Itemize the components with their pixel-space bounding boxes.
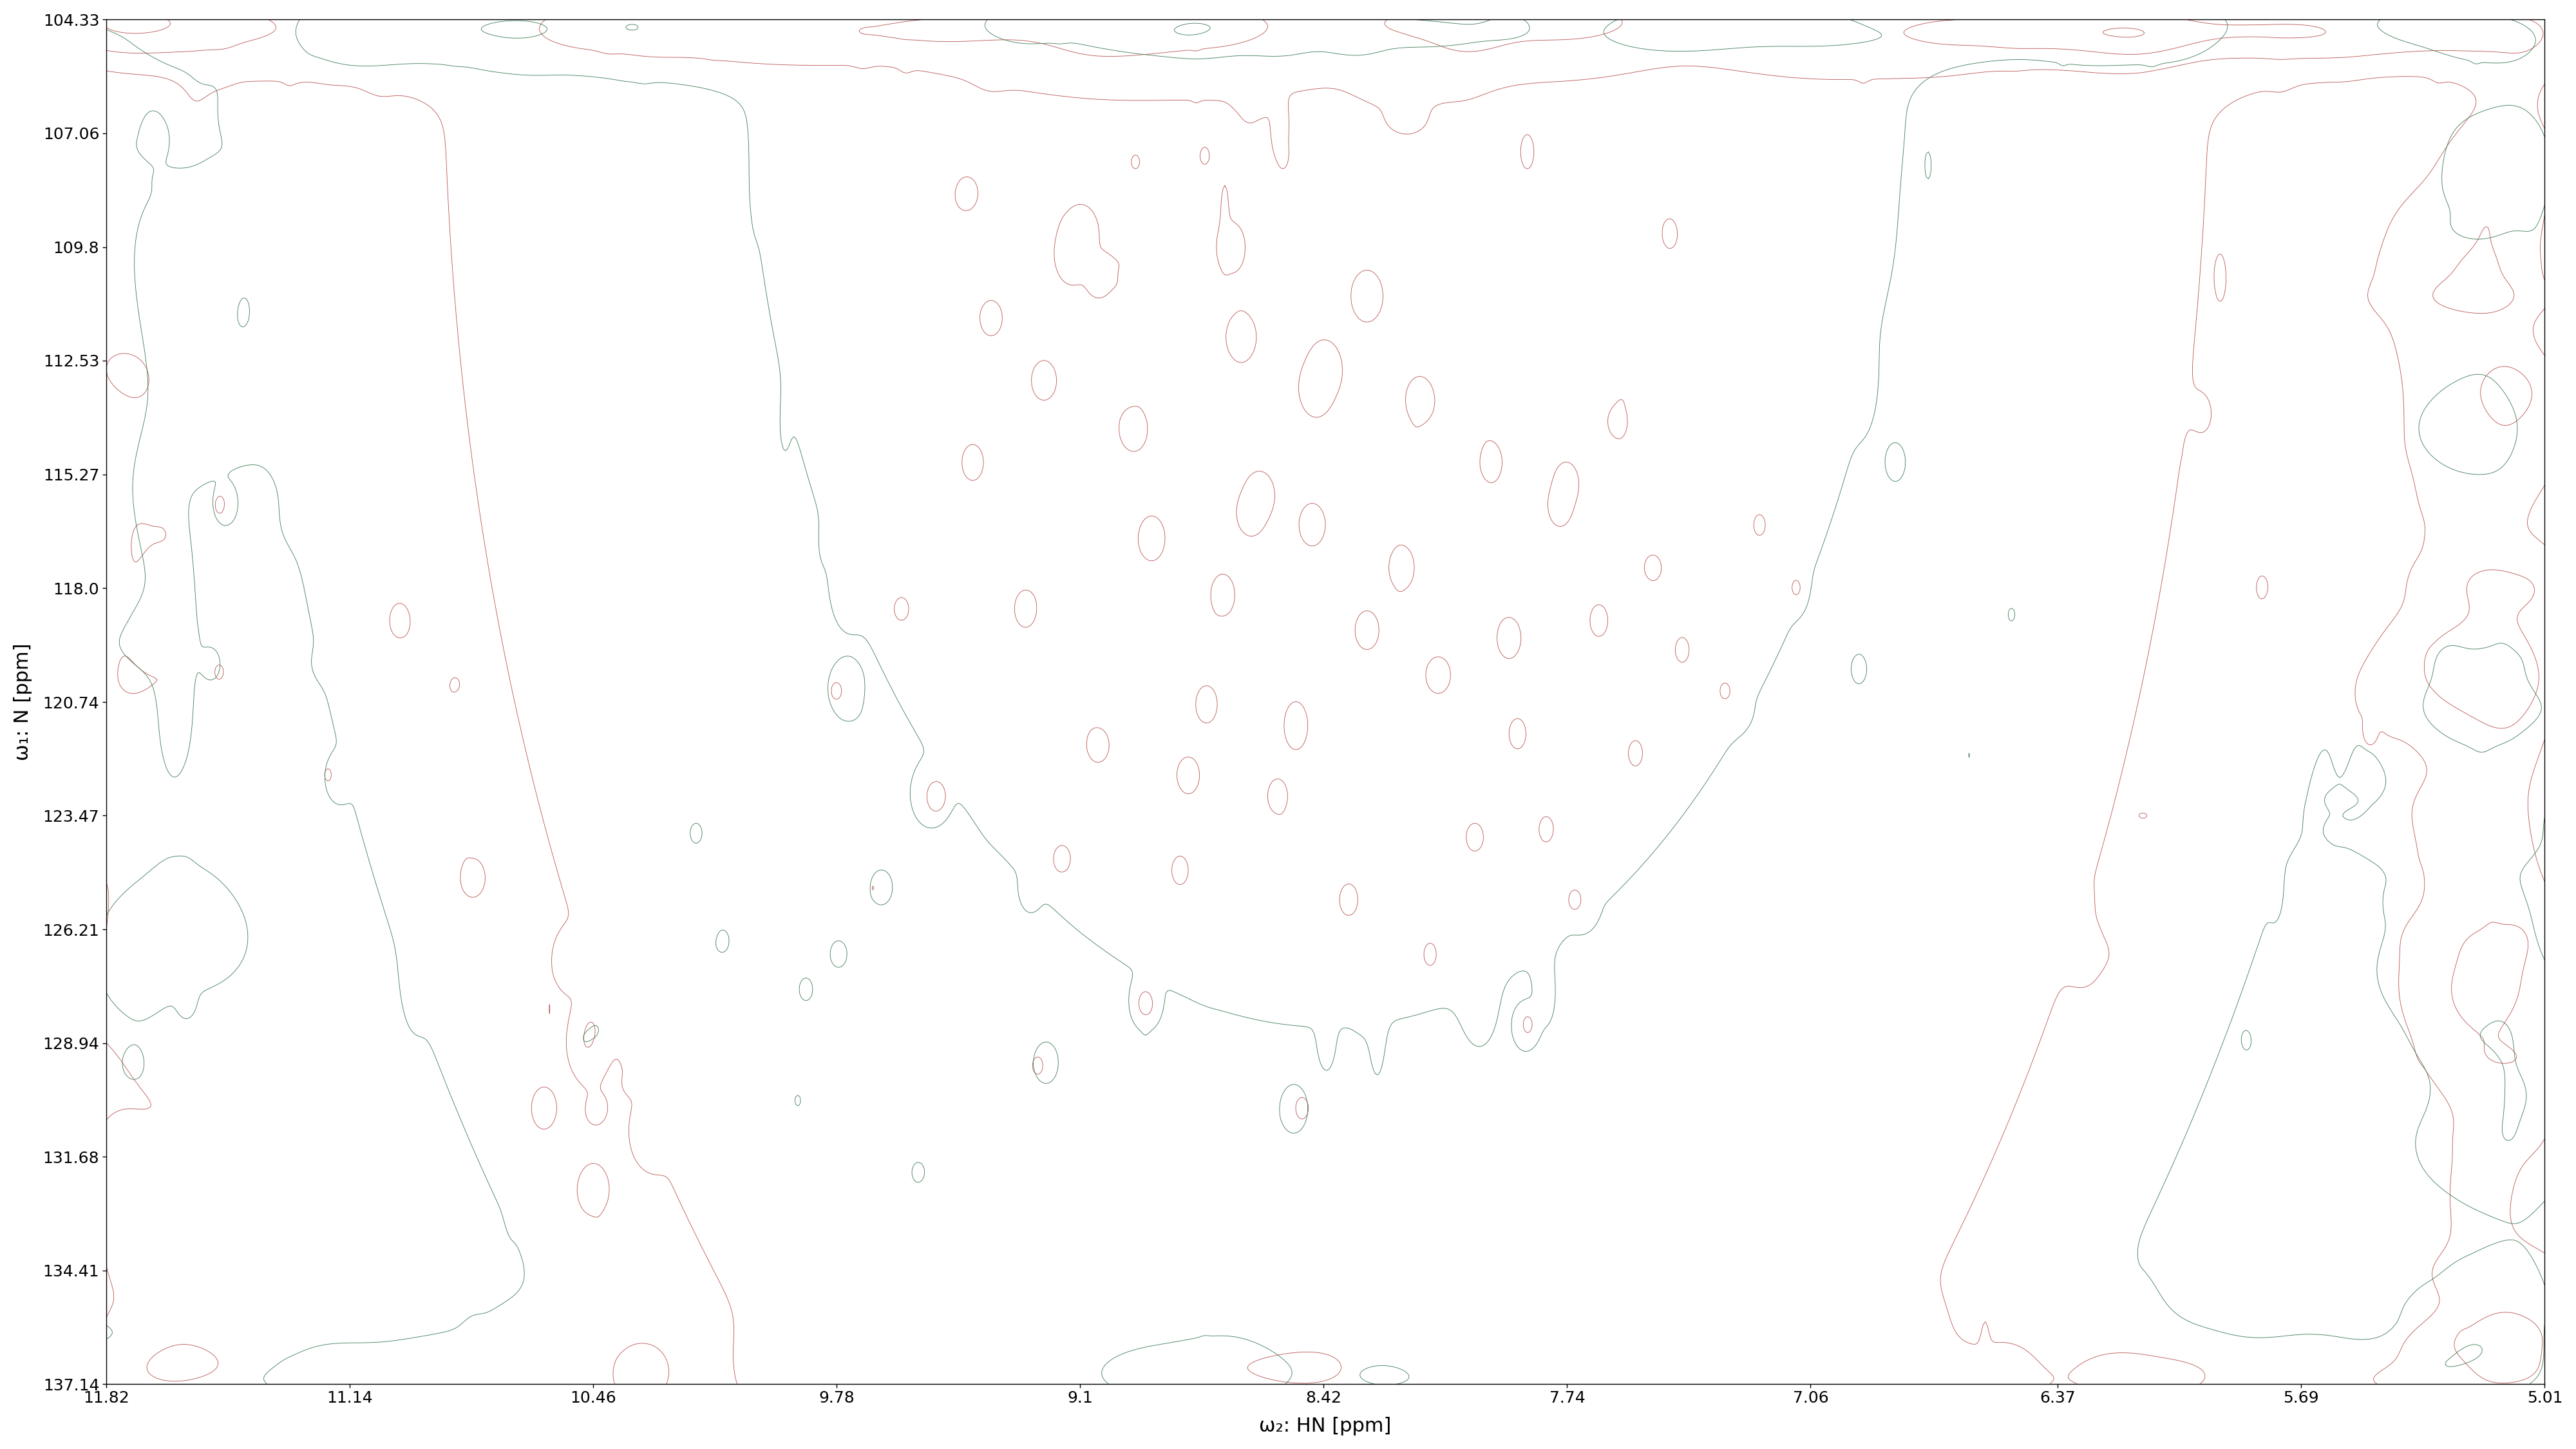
Y-axis label: ω₁: N [ppm]: ω₁: N [ppm]: [13, 643, 31, 761]
X-axis label: ω₂: HN [ppm]: ω₂: HN [ppm]: [1260, 1417, 1391, 1436]
